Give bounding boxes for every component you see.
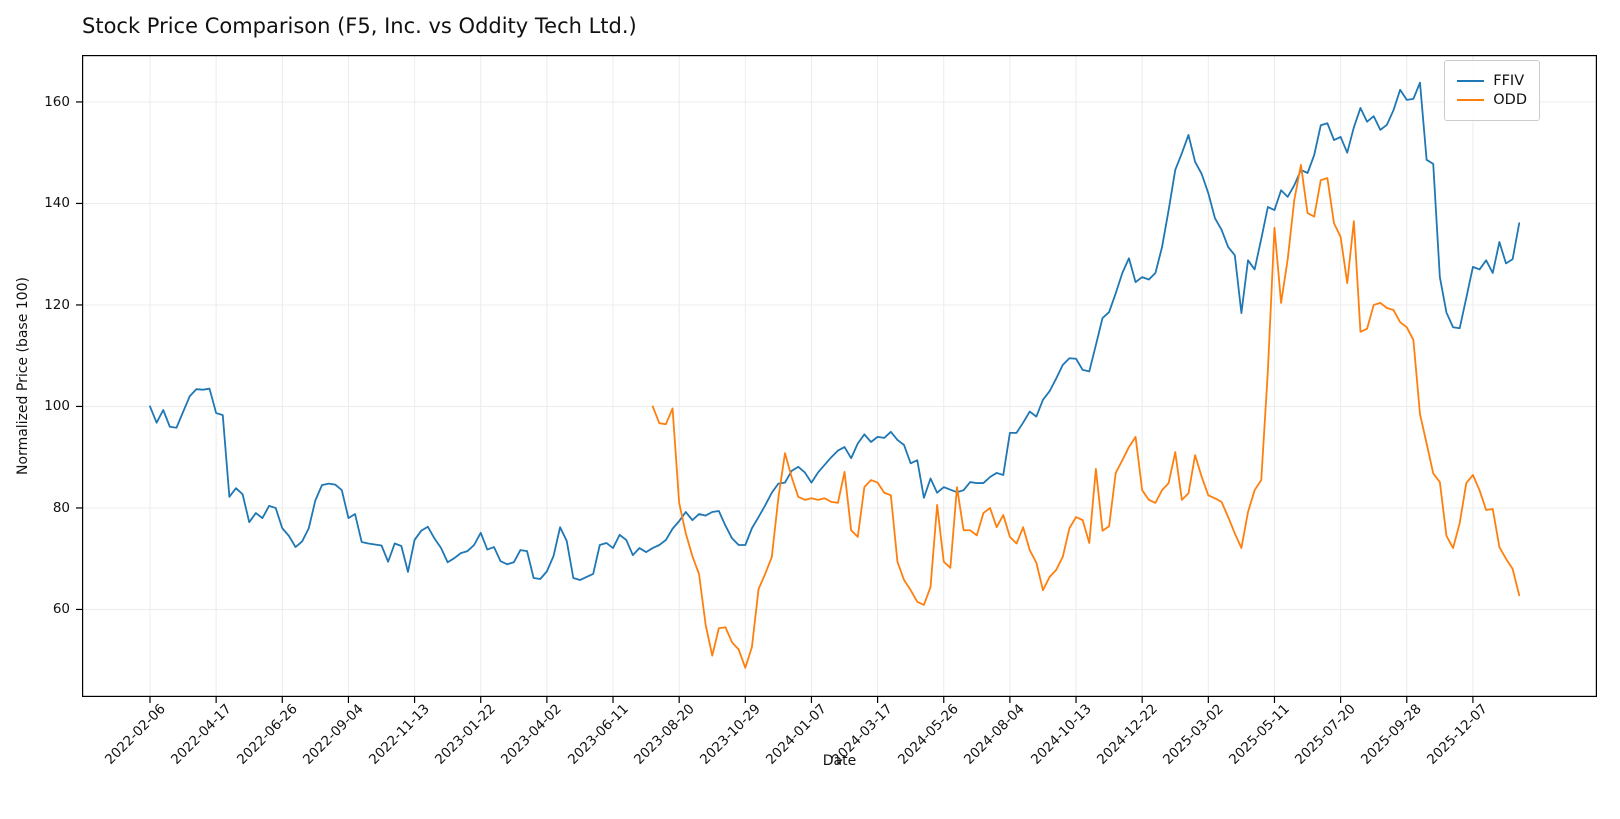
series-line-ffiv [149,81,1521,581]
y-axis-title: Normalized Price (base 100) [15,277,31,475]
y-tick-label: 160 [44,93,70,110]
y-tick-label: 80 [52,499,70,516]
y-tick-label: 60 [52,601,70,618]
y-tick-label: 100 [44,398,70,415]
plot-svg [76,55,1598,703]
legend-item-odd: ODD [1457,92,1527,108]
plot-border [82,55,1598,697]
legend-item-ffiv: FFIV [1457,73,1527,89]
series-line-odd [651,163,1521,669]
y-tick-label: 120 [44,296,70,313]
legend-label: FFIV [1493,73,1525,89]
y-tick-label: 140 [44,195,70,212]
legend: FFIV ODD [1444,60,1540,121]
x-axis-title: Date [822,753,857,769]
plot-area [76,55,1598,703]
chart-title: Stock Price Comparison (F5, Inc. vs Oddi… [82,14,637,38]
legend-label: ODD [1493,92,1527,108]
legend-line-icon [1457,99,1485,101]
legend-line-icon [1457,80,1485,82]
